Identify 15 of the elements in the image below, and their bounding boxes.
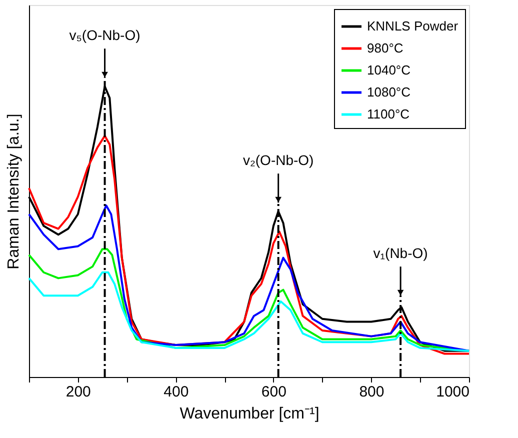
y-axis-title: Raman Intensity [a.u.] [6,114,22,270]
annotation: v₁(Nb-O) [373,244,428,261]
annotation: v₅(O-Nb-O) [69,26,140,43]
annotation: v₂(O-Nb-O) [242,152,314,168]
legend-label: 1100°C [367,106,410,122]
legend-label: 1040°C [367,62,411,78]
x-tick-label: 800 [359,384,384,400]
x-axis-title: Wavenumber [cm⁻¹] [180,406,320,422]
legend-label: 1080°C [367,84,411,100]
x-tick-label: 1000 [436,384,470,400]
x-tick-label: 200 [66,384,91,400]
x-tick-label: 400 [164,384,189,400]
x-tick-label: 600 [261,384,286,400]
legend-label: 980°C [367,40,404,56]
legend-label: KNNLS Powder [367,18,459,34]
